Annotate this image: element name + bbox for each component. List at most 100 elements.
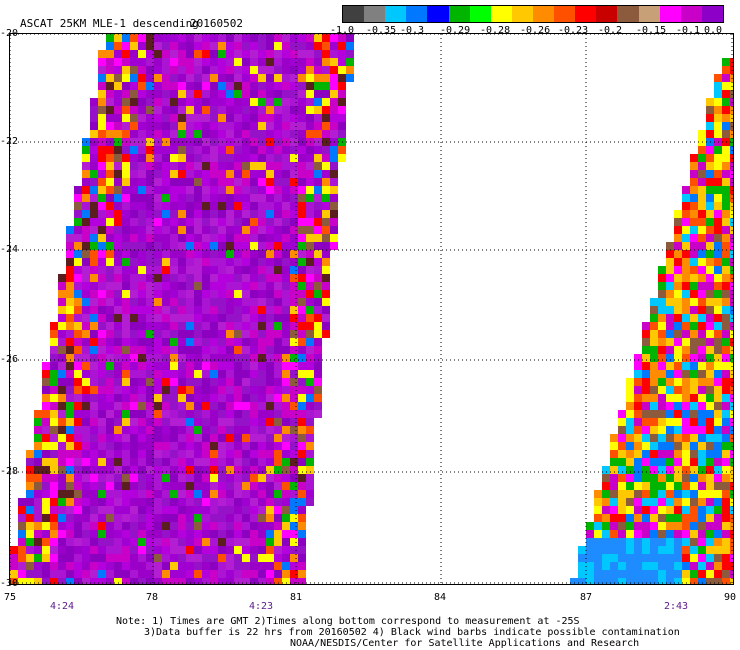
swath-pixel — [146, 90, 154, 98]
swath-pixel — [298, 466, 306, 474]
swath-pixel — [266, 362, 274, 370]
swath-pixel — [154, 330, 162, 338]
swath-pixel — [178, 570, 186, 578]
swath-pixel — [306, 122, 314, 130]
swath-pixel — [98, 146, 106, 154]
swath-pixel — [154, 90, 162, 98]
swath-pixel — [146, 458, 154, 466]
swath-pixel — [250, 378, 258, 386]
colorbar-segment — [427, 6, 449, 22]
swath-pixel — [722, 82, 730, 90]
swath-pixel — [58, 410, 66, 418]
swath-pixel — [178, 258, 186, 266]
swath-pixel — [298, 266, 306, 274]
swath-pixel — [186, 114, 194, 122]
swath-pixel — [106, 266, 114, 274]
swath-pixel — [186, 306, 194, 314]
swath-pixel — [234, 226, 242, 234]
swath-pixel — [154, 58, 162, 66]
swath-pixel — [674, 490, 682, 498]
swath-pixel — [282, 418, 290, 426]
swath-pixel — [266, 298, 274, 306]
swath-pixel — [98, 106, 106, 114]
swath-pixel — [674, 258, 682, 266]
swath-pixel — [250, 186, 258, 194]
swath-pixel — [202, 146, 210, 154]
swath-pixel — [66, 450, 74, 458]
swath-pixel — [106, 170, 114, 178]
swath-pixel — [130, 434, 138, 442]
swath-pixel — [250, 450, 258, 458]
swath-pixel — [186, 522, 194, 530]
swath-pixel — [186, 274, 194, 282]
swath-pixel — [202, 330, 210, 338]
swath-pixel — [122, 274, 130, 282]
swath-pixel — [138, 546, 146, 554]
swath-pixel — [698, 418, 706, 426]
swath-pixel — [146, 250, 154, 258]
swath-pixel — [706, 234, 714, 242]
swath-pixel — [82, 322, 90, 330]
swath-pixel — [714, 306, 722, 314]
swath-pixel — [722, 114, 730, 122]
swath-pixel — [578, 578, 586, 584]
swath-pixel — [74, 202, 82, 210]
swath-pixel — [82, 466, 90, 474]
swath-pixel — [106, 114, 114, 122]
swath-pixel — [722, 410, 730, 418]
swath-pixel — [274, 554, 282, 562]
swath-pixel — [642, 370, 650, 378]
swath-pixel — [266, 186, 274, 194]
swath-pixel — [50, 546, 58, 554]
swath-pixel — [194, 258, 202, 266]
swath-pixel — [290, 58, 298, 66]
swath-pixel — [330, 82, 338, 90]
swath-pixel — [690, 490, 698, 498]
swath-pixel — [618, 418, 626, 426]
swath-pixel — [130, 530, 138, 538]
swath-pixel — [122, 354, 130, 362]
swath-pixel — [618, 522, 626, 530]
swath-pixel — [282, 442, 290, 450]
swath-pixel — [66, 394, 74, 402]
swath-pixel — [306, 154, 314, 162]
swath-pixel — [274, 426, 282, 434]
swath-pixel — [290, 210, 298, 218]
swath-pixel — [706, 162, 714, 170]
swath-pixel — [122, 194, 130, 202]
swath-pixel — [146, 506, 154, 514]
swath-pixel — [306, 474, 314, 482]
swath-pixel — [290, 546, 298, 554]
swath-pixel — [234, 570, 242, 578]
swath-pixel — [178, 130, 186, 138]
swath-pixel — [106, 234, 114, 242]
swath-pixel — [242, 434, 250, 442]
swath-pixel — [66, 466, 74, 474]
swath-pixel — [42, 394, 50, 402]
swath-pixel — [170, 354, 178, 362]
swath-pixel — [666, 250, 674, 258]
swath-pixel — [234, 562, 242, 570]
swath-pixel — [34, 578, 42, 584]
swath-pixel — [226, 154, 234, 162]
swath-pixel — [114, 66, 122, 74]
swath-pixel — [266, 394, 274, 402]
swath-pixel — [634, 474, 642, 482]
swath-pixel — [146, 178, 154, 186]
swath-pixel — [202, 258, 210, 266]
swath-pixel — [218, 362, 226, 370]
swath-pixel — [34, 490, 42, 498]
swath-pixel — [42, 418, 50, 426]
swath-pixel — [234, 114, 242, 122]
swath-pixel — [634, 426, 642, 434]
swath-pixel — [290, 330, 298, 338]
swath-pixel — [234, 346, 242, 354]
swath-pixel — [218, 178, 226, 186]
swath-pixel — [234, 42, 242, 50]
swath-pixel — [186, 258, 194, 266]
swath-pixel — [282, 210, 290, 218]
swath-pixel — [626, 530, 634, 538]
swath-pixel — [330, 98, 338, 106]
swath-pixel — [698, 434, 706, 442]
swath-pixel — [658, 394, 666, 402]
